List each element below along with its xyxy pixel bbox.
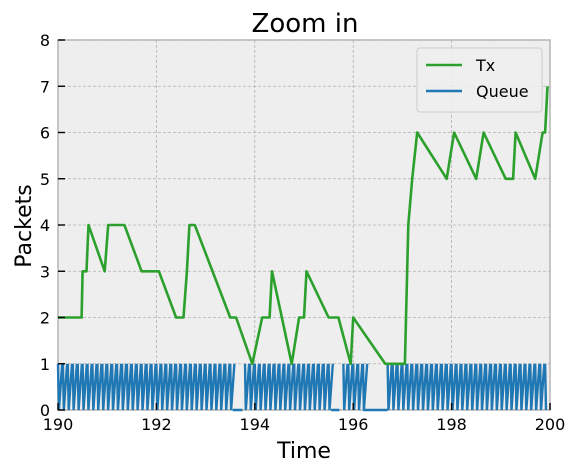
- x-tick-label: 192: [141, 415, 172, 434]
- x-axis-label: Time: [276, 439, 331, 464]
- y-axis-label: Packets: [12, 184, 37, 267]
- chart-title: Zoom in: [252, 9, 359, 39]
- tx-line: [58, 86, 549, 366]
- legend-label-queue: Queue: [476, 82, 529, 101]
- x-tick-label: 196: [338, 415, 369, 434]
- x-tick-label: 198: [436, 415, 467, 434]
- x-tick-label: 200: [535, 415, 566, 434]
- tx-series: [58, 86, 549, 366]
- legend: Tx Queue: [416, 47, 543, 113]
- x-tick-label: 194: [240, 415, 271, 434]
- grid: [57, 39, 551, 411]
- y-tick-label: 5: [40, 170, 50, 189]
- y-tick-label: 2: [40, 309, 50, 328]
- y-tick-label: 6: [40, 124, 50, 143]
- ticks: 190 192 194 196 198 200 0 1 2 3 4 5 6 7 8: [40, 31, 565, 434]
- y-tick-label: 4: [40, 216, 50, 235]
- y-tick-label: 1: [40, 355, 50, 374]
- y-tick-label: 0: [40, 401, 50, 420]
- y-tick-label: 3: [40, 262, 50, 281]
- y-tick-label: 7: [40, 77, 50, 96]
- legend-label-tx: Tx: [475, 56, 495, 75]
- y-tick-label: 8: [40, 31, 50, 50]
- x-tick-label: 190: [43, 415, 74, 434]
